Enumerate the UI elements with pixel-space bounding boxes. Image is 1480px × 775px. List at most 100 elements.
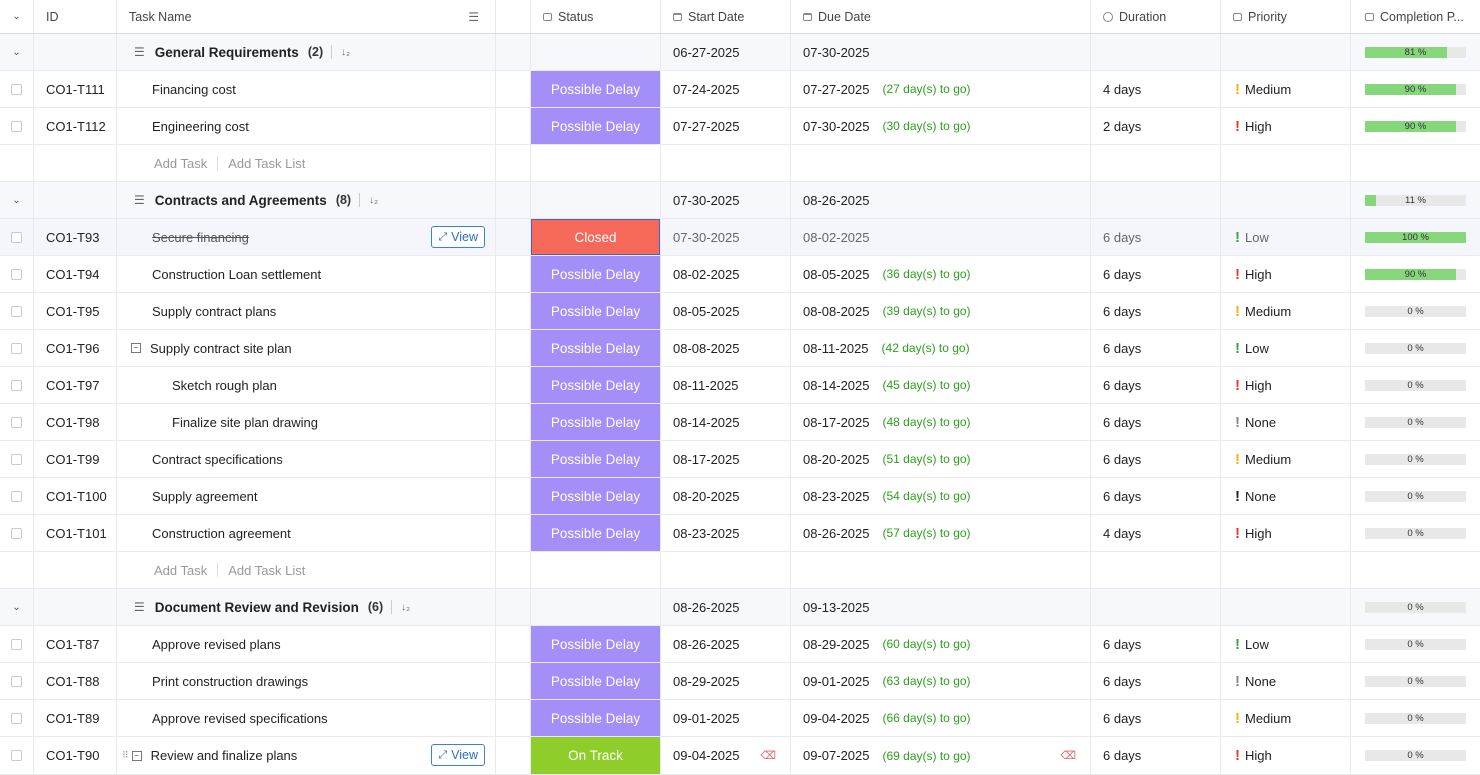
status-cell[interactable]: Possible Delay (531, 330, 661, 366)
priority-cell[interactable]: ! Medium (1221, 700, 1351, 736)
clear-date-icon[interactable]: ⌫ (760, 750, 776, 762)
duration-cell[interactable]: 6 days (1091, 404, 1221, 440)
status-badge[interactable]: Possible Delay (531, 441, 660, 477)
status-cell[interactable]: Possible Delay (531, 515, 661, 551)
column-settings-icon[interactable]: ☰ (468, 9, 479, 24)
priority-cell[interactable]: ! None (1221, 478, 1351, 514)
completion-cell[interactable]: 90 % (1351, 256, 1480, 292)
status-cell[interactable]: On Track (531, 737, 661, 774)
status-cell[interactable]: Possible Delay (531, 441, 661, 477)
duration-cell[interactable]: 6 days (1091, 330, 1221, 366)
status-cell[interactable]: Possible Delay (531, 663, 661, 699)
status-cell[interactable]: Possible Delay (531, 256, 661, 292)
start-date-cell[interactable]: 08-14-2025 (661, 404, 791, 440)
task-name[interactable]: Construction agreement (152, 525, 291, 541)
due-date-cell[interactable]: 07-27-2025 (27 day(s) to go) (791, 71, 1091, 107)
expand-subtasks-icon[interactable]: – (131, 343, 141, 353)
completion-cell[interactable]: 0 % (1351, 626, 1480, 662)
due-date-cell[interactable]: 08-14-2025 (45 day(s) to go) (791, 367, 1091, 403)
expand-subtasks-icon[interactable]: – (131, 750, 142, 761)
status-badge[interactable]: Possible Delay (531, 404, 660, 440)
task-name[interactable]: Approve revised specifications (152, 710, 328, 726)
due-date-cell[interactable]: 09-04-2025 (66 day(s) to go) (791, 700, 1091, 736)
column-header-completion[interactable]: Completion P... (1351, 0, 1480, 33)
completion-cell[interactable]: 0 % (1351, 330, 1480, 366)
collapse-group-button[interactable]: ⌄ (0, 589, 34, 625)
start-date-cell[interactable]: 08-26-2025 (661, 626, 791, 662)
column-header-due-date[interactable]: Due Date (791, 0, 1091, 33)
start-date-cell[interactable]: 08-02-2025 (661, 256, 791, 292)
task-row[interactable]: CO1-T112 Engineering cost Possible Delay 07… (0, 108, 1480, 145)
task-name[interactable]: Review and finalize plans (150, 748, 298, 763)
start-date-cell[interactable]: 07-27-2025 (661, 108, 791, 144)
priority-cell[interactable]: ! Low (1221, 330, 1351, 366)
sort-icon[interactable]: ↓₂ (341, 46, 350, 58)
due-date-cell[interactable]: 08-08-2025 (39 day(s) to go) (791, 293, 1091, 329)
completion-cell[interactable]: 0 % (1351, 515, 1480, 551)
task-name-cell[interactable]: Sketch rough plan (117, 367, 496, 403)
start-date-cell[interactable]: 08-08-2025 (661, 330, 791, 366)
status-cell[interactable]: Possible Delay (531, 626, 661, 662)
task-row[interactable]: CO1-T101 Construction agreement Possible D… (0, 515, 1480, 552)
task-name-cell[interactable]: Construction Loan settlement (117, 256, 496, 292)
task-checkbox[interactable] (11, 231, 22, 243)
start-date-cell[interactable]: 08-05-2025 (661, 293, 791, 329)
collapse-group-button[interactable]: ⌄ (0, 182, 34, 218)
status-badge[interactable]: Possible Delay (531, 367, 660, 403)
priority-cell[interactable]: ! High (1221, 256, 1351, 292)
task-checkbox[interactable] (11, 305, 22, 317)
status-cell[interactable]: Possible Delay (531, 71, 661, 107)
task-row[interactable]: CO1-T89 Approve revised specifications Pos… (0, 700, 1480, 737)
column-header-priority[interactable]: Priority (1221, 0, 1351, 33)
task-checkbox[interactable] (11, 416, 22, 428)
duration-cell[interactable]: 6 days (1091, 367, 1221, 403)
completion-cell[interactable]: 0 % (1351, 404, 1480, 440)
task-name[interactable]: Secure financing (152, 229, 249, 245)
priority-cell[interactable]: ! Medium (1221, 441, 1351, 477)
task-checkbox[interactable] (11, 712, 22, 724)
group-name[interactable]: Document Review and Revision (154, 599, 359, 615)
priority-cell[interactable]: ! None (1221, 404, 1351, 440)
due-date-cell[interactable]: 08-29-2025 (60 day(s) to go) (791, 626, 1091, 662)
column-header-task-name[interactable]: Task Name ☰ (117, 0, 496, 33)
status-badge[interactable]: Possible Delay (531, 108, 660, 144)
duration-cell[interactable]: 6 days (1091, 663, 1221, 699)
task-row[interactable]: CO1-T99 Contract specifications Possible D… (0, 441, 1480, 478)
column-header-duration[interactable]: Duration (1091, 0, 1221, 33)
duration-cell[interactable]: 6 days (1091, 478, 1221, 514)
task-name[interactable]: Finalize site plan drawing (172, 414, 318, 430)
duration-cell[interactable]: 6 days (1091, 256, 1221, 292)
start-date-cell[interactable]: 09-01-2025 (661, 700, 791, 736)
task-row[interactable]: CO1-T95 Supply contract plans Possible Del… (0, 293, 1480, 330)
status-cell[interactable]: Closed (531, 219, 661, 255)
task-row[interactable]: CO1-T90 ⠿ – Review and finalize plans ⤢ View O… (0, 737, 1480, 775)
status-badge[interactable]: Possible Delay (531, 478, 660, 514)
status-badge[interactable]: Closed (531, 219, 660, 255)
task-checkbox[interactable] (11, 268, 22, 280)
priority-cell[interactable]: ! Medium (1221, 71, 1351, 107)
due-date-cell[interactable]: 08-11-2025 (42 day(s) to go) (791, 330, 1091, 366)
task-name-cell[interactable]: – Supply contract site plan (117, 330, 496, 366)
task-name[interactable]: Approve revised plans (152, 636, 281, 652)
task-row[interactable]: CO1-T88 Print construction drawings Possib… (0, 663, 1480, 700)
task-row[interactable]: CO1-T94 Construction Loan settlement Possi… (0, 256, 1480, 293)
task-name[interactable]: Engineering cost (152, 118, 249, 134)
status-cell[interactable]: Possible Delay (531, 478, 661, 514)
completion-cell[interactable]: 100 % (1351, 219, 1480, 255)
task-name-cell[interactable]: Secure financing ⤢ View (117, 219, 496, 255)
completion-cell[interactable]: 0 % (1351, 441, 1480, 477)
task-row[interactable]: CO1-T111 Financing cost Possible Delay 07-2… (0, 71, 1480, 108)
task-row[interactable]: CO1-T96 – Supply contract site plan Possibl… (0, 330, 1480, 367)
status-cell[interactable]: Possible Delay (531, 108, 661, 144)
start-date-cell[interactable]: 08-17-2025 (661, 441, 791, 477)
duration-cell[interactable]: 6 days (1091, 441, 1221, 477)
task-checkbox[interactable] (11, 527, 22, 539)
collapse-group-button[interactable]: ⌄ (0, 34, 34, 70)
completion-cell[interactable]: 0 % (1351, 700, 1480, 736)
completion-cell[interactable]: 90 % (1351, 108, 1480, 144)
start-date-cell[interactable]: 07-24-2025 (661, 71, 791, 107)
column-header-status[interactable]: Status (531, 0, 661, 33)
task-name[interactable]: Construction Loan settlement (152, 266, 322, 282)
status-badge[interactable]: Possible Delay (531, 71, 660, 107)
task-row[interactable]: CO1-T87 Approve revised plans Possible Del… (0, 626, 1480, 663)
